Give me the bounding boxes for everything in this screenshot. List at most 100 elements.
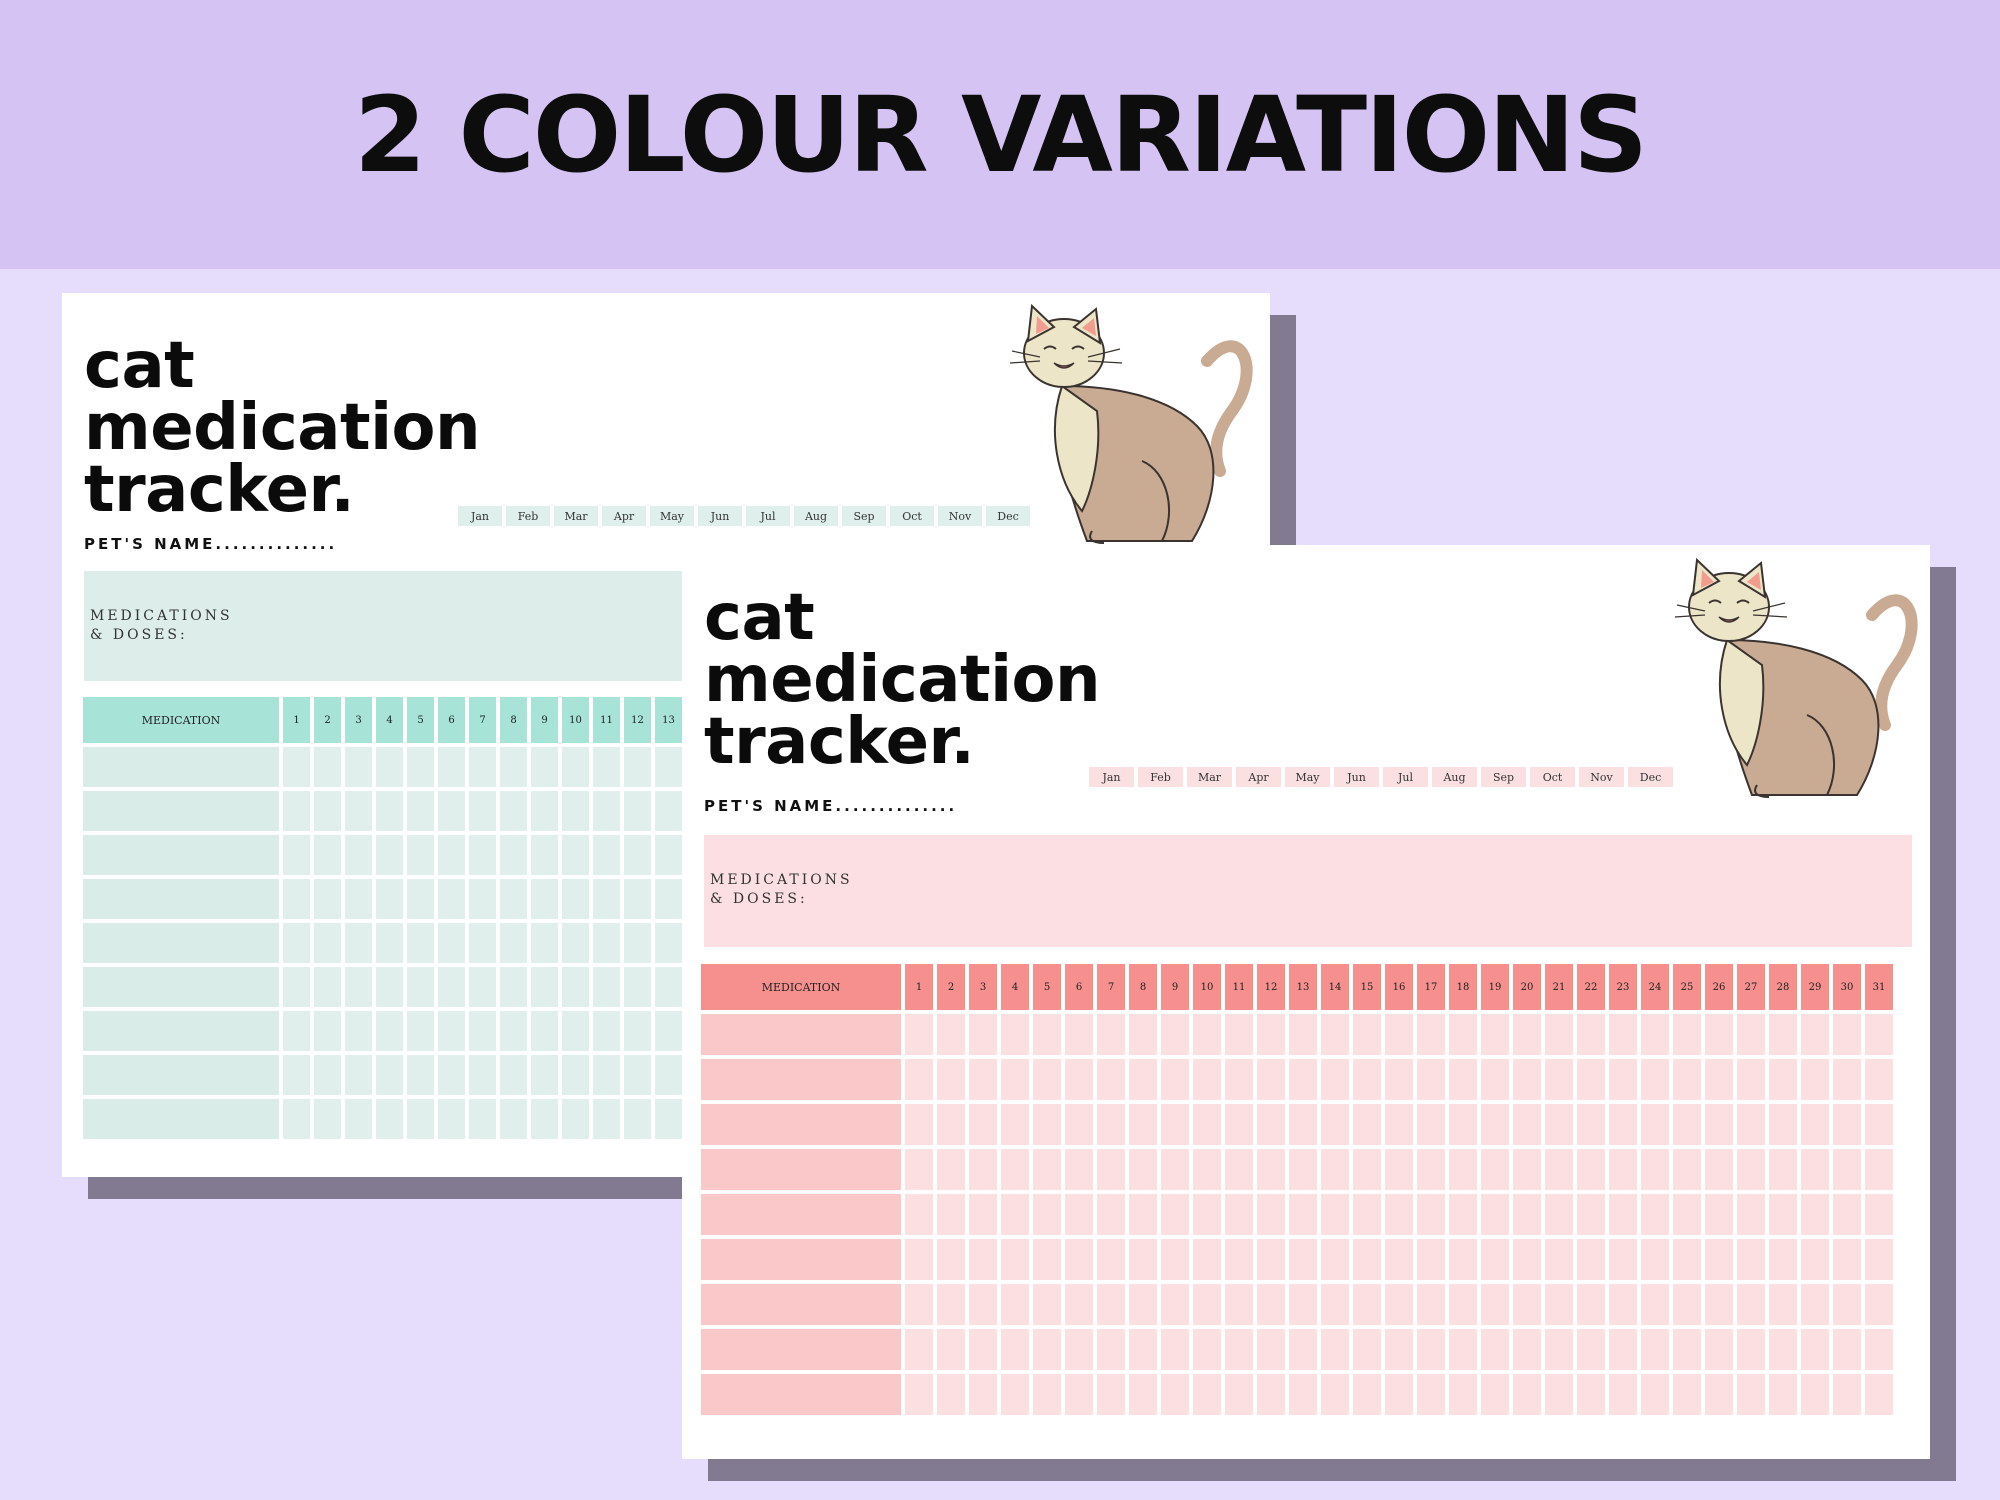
day-check-cell[interactable] [1257, 1374, 1285, 1415]
day-check-cell[interactable] [1033, 1284, 1061, 1325]
medication-name-cell[interactable] [83, 879, 279, 919]
day-check-cell[interactable] [1801, 1284, 1829, 1325]
day-check-cell[interactable] [905, 1104, 933, 1145]
day-check-cell[interactable] [562, 835, 589, 875]
day-check-cell[interactable] [1481, 1374, 1509, 1415]
medication-name-cell[interactable] [701, 1059, 901, 1100]
day-check-cell[interactable] [905, 1149, 933, 1190]
day-check-cell[interactable] [937, 1014, 965, 1055]
day-check-cell[interactable] [1161, 1104, 1189, 1145]
day-check-cell[interactable] [1353, 1239, 1381, 1280]
day-check-cell[interactable] [1001, 1374, 1029, 1415]
day-check-cell[interactable] [1001, 1284, 1029, 1325]
day-check-cell[interactable] [376, 879, 403, 919]
day-check-cell[interactable] [438, 835, 465, 875]
day-check-cell[interactable] [1545, 1014, 1573, 1055]
day-check-cell[interactable] [283, 747, 310, 787]
day-check-cell[interactable] [1289, 1329, 1317, 1370]
day-check-cell[interactable] [1705, 1149, 1733, 1190]
day-check-cell[interactable] [1001, 1149, 1029, 1190]
medication-name-cell[interactable] [83, 1011, 279, 1051]
day-check-cell[interactable] [438, 747, 465, 787]
day-check-cell[interactable] [314, 879, 341, 919]
medication-name-cell[interactable] [701, 1014, 901, 1055]
day-check-cell[interactable] [469, 835, 496, 875]
day-check-cell[interactable] [1513, 1374, 1541, 1415]
day-check-cell[interactable] [1577, 1149, 1605, 1190]
medication-name-cell[interactable] [83, 1055, 279, 1095]
day-check-cell[interactable] [1833, 1104, 1861, 1145]
day-check-cell[interactable] [1481, 1014, 1509, 1055]
day-check-cell[interactable] [1833, 1059, 1861, 1100]
day-check-cell[interactable] [1097, 1284, 1125, 1325]
day-check-cell[interactable] [1865, 1104, 1893, 1145]
day-check-cell[interactable] [345, 879, 372, 919]
day-check-cell[interactable] [407, 747, 434, 787]
day-check-cell[interactable] [937, 1284, 965, 1325]
day-check-cell[interactable] [905, 1329, 933, 1370]
day-check-cell[interactable] [1097, 1059, 1125, 1100]
day-check-cell[interactable] [314, 835, 341, 875]
day-check-cell[interactable] [1097, 1194, 1125, 1235]
day-check-cell[interactable] [1801, 1059, 1829, 1100]
day-check-cell[interactable] [1225, 1239, 1253, 1280]
day-check-cell[interactable] [1513, 1059, 1541, 1100]
day-check-cell[interactable] [624, 835, 651, 875]
day-check-cell[interactable] [1513, 1149, 1541, 1190]
month-pill-dec[interactable]: Dec [986, 506, 1030, 526]
day-check-cell[interactable] [1545, 1374, 1573, 1415]
day-check-cell[interactable] [1353, 1284, 1381, 1325]
day-check-cell[interactable] [1129, 1149, 1157, 1190]
day-check-cell[interactable] [593, 791, 620, 831]
day-check-cell[interactable] [1801, 1149, 1829, 1190]
day-check-cell[interactable] [905, 1194, 933, 1235]
day-check-cell[interactable] [1769, 1194, 1797, 1235]
day-check-cell[interactable] [969, 1284, 997, 1325]
day-check-cell[interactable] [562, 923, 589, 963]
day-check-cell[interactable] [376, 791, 403, 831]
day-check-cell[interactable] [1129, 1104, 1157, 1145]
day-check-cell[interactable] [624, 879, 651, 919]
day-check-cell[interactable] [1865, 1014, 1893, 1055]
day-check-cell[interactable] [531, 791, 558, 831]
day-check-cell[interactable] [1193, 1374, 1221, 1415]
day-check-cell[interactable] [1321, 1329, 1349, 1370]
day-check-cell[interactable] [624, 967, 651, 1007]
day-check-cell[interactable] [655, 747, 682, 787]
day-check-cell[interactable] [438, 967, 465, 1007]
day-check-cell[interactable] [969, 1104, 997, 1145]
day-check-cell[interactable] [562, 747, 589, 787]
day-check-cell[interactable] [1289, 1374, 1317, 1415]
day-check-cell[interactable] [1449, 1059, 1477, 1100]
day-check-cell[interactable] [1161, 1149, 1189, 1190]
day-check-cell[interactable] [407, 879, 434, 919]
day-check-cell[interactable] [1321, 1194, 1349, 1235]
day-check-cell[interactable] [1257, 1014, 1285, 1055]
medication-name-cell[interactable] [83, 923, 279, 963]
day-check-cell[interactable] [314, 791, 341, 831]
day-check-cell[interactable] [1097, 1329, 1125, 1370]
day-check-cell[interactable] [531, 967, 558, 1007]
day-check-cell[interactable] [1353, 1194, 1381, 1235]
day-check-cell[interactable] [1385, 1194, 1413, 1235]
day-check-cell[interactable] [1609, 1239, 1637, 1280]
day-check-cell[interactable] [969, 1374, 997, 1415]
day-check-cell[interactable] [969, 1194, 997, 1235]
day-check-cell[interactable] [1129, 1329, 1157, 1370]
day-check-cell[interactable] [438, 923, 465, 963]
month-pill-jul[interactable]: Jul [746, 506, 790, 526]
day-check-cell[interactable] [1673, 1149, 1701, 1190]
day-check-cell[interactable] [345, 747, 372, 787]
day-check-cell[interactable] [1833, 1329, 1861, 1370]
month-pill-aug[interactable]: Aug [1432, 767, 1477, 787]
day-check-cell[interactable] [1257, 1329, 1285, 1370]
day-check-cell[interactable] [1289, 1284, 1317, 1325]
day-check-cell[interactable] [593, 967, 620, 1007]
day-check-cell[interactable] [1417, 1374, 1445, 1415]
day-check-cell[interactable] [1737, 1059, 1765, 1100]
day-check-cell[interactable] [1449, 1374, 1477, 1415]
day-check-cell[interactable] [314, 923, 341, 963]
day-check-cell[interactable] [1769, 1059, 1797, 1100]
day-check-cell[interactable] [593, 923, 620, 963]
day-check-cell[interactable] [283, 835, 310, 875]
